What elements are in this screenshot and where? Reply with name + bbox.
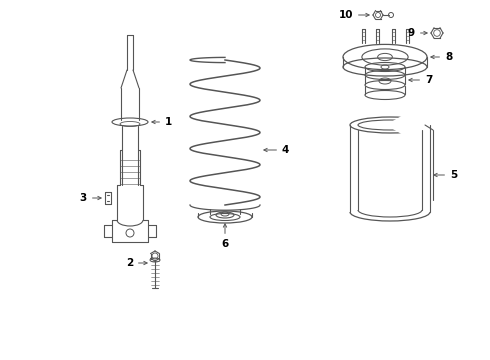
Text: 5: 5	[434, 170, 457, 180]
Text: 9: 9	[408, 28, 427, 38]
Text: 6: 6	[221, 224, 229, 249]
Text: 7: 7	[409, 75, 432, 85]
Text: 1: 1	[152, 117, 172, 127]
Text: 4: 4	[264, 145, 290, 155]
Text: 10: 10	[339, 10, 369, 20]
Text: 8: 8	[431, 52, 452, 62]
Text: 3: 3	[80, 193, 101, 203]
Text: 2: 2	[126, 258, 147, 268]
Wedge shape	[390, 104, 432, 146]
